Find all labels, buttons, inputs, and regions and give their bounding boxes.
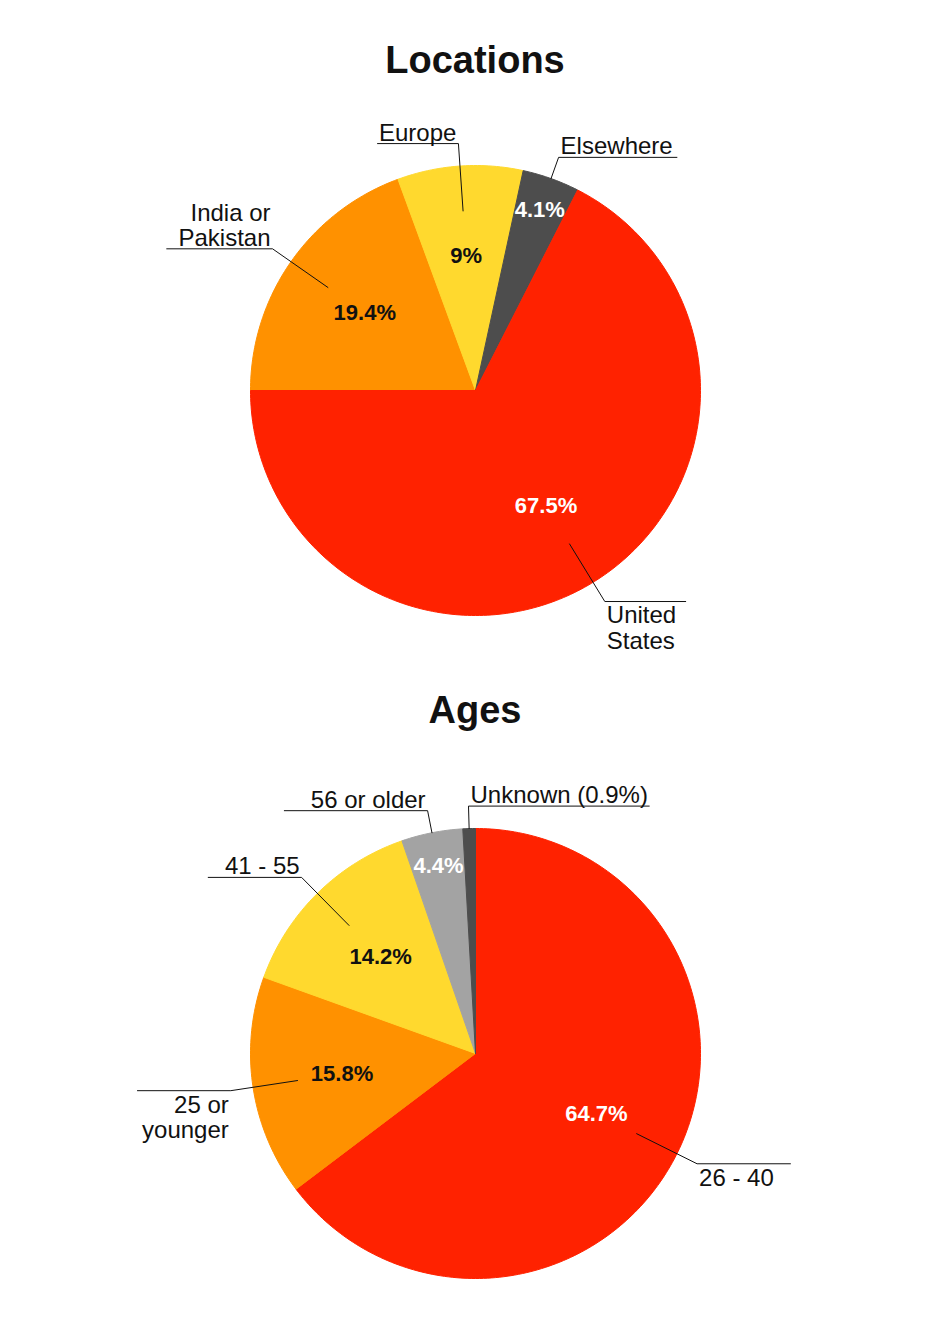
svg-text:Unknown (0.9%): Unknown (0.9%) [471, 781, 648, 808]
html-text:Locations: Locations [385, 39, 565, 81]
svg-text:15.8%: 15.8% [311, 1061, 373, 1086]
html-text:Ages: Ages [428, 689, 522, 731]
svg-text:Europe: Europe [379, 119, 456, 146]
svg-text:Elsewhere: Elsewhere [561, 132, 673, 159]
svg-text:25 oryounger: 25 oryounger [142, 1091, 229, 1143]
svg-text:UnitedStates: UnitedStates [607, 601, 676, 653]
svg-text:64.7%: 64.7% [565, 1101, 627, 1126]
svg-text:4.4%: 4.4% [413, 853, 463, 878]
svg-text:56 or older: 56 or older [311, 786, 426, 813]
svg-text:4.1%: 4.1% [515, 197, 565, 222]
svg-text:26 - 40: 26 - 40 [699, 1164, 774, 1191]
svg-text:41 - 55: 41 - 55 [225, 852, 300, 879]
svg-text:67.5%: 67.5% [515, 493, 577, 518]
svg-text:14.2%: 14.2% [349, 944, 411, 969]
svg-text:9%: 9% [450, 243, 482, 268]
svg-text:19.4%: 19.4% [334, 300, 396, 325]
svg-text:India orPakistan: India orPakistan [178, 199, 270, 251]
